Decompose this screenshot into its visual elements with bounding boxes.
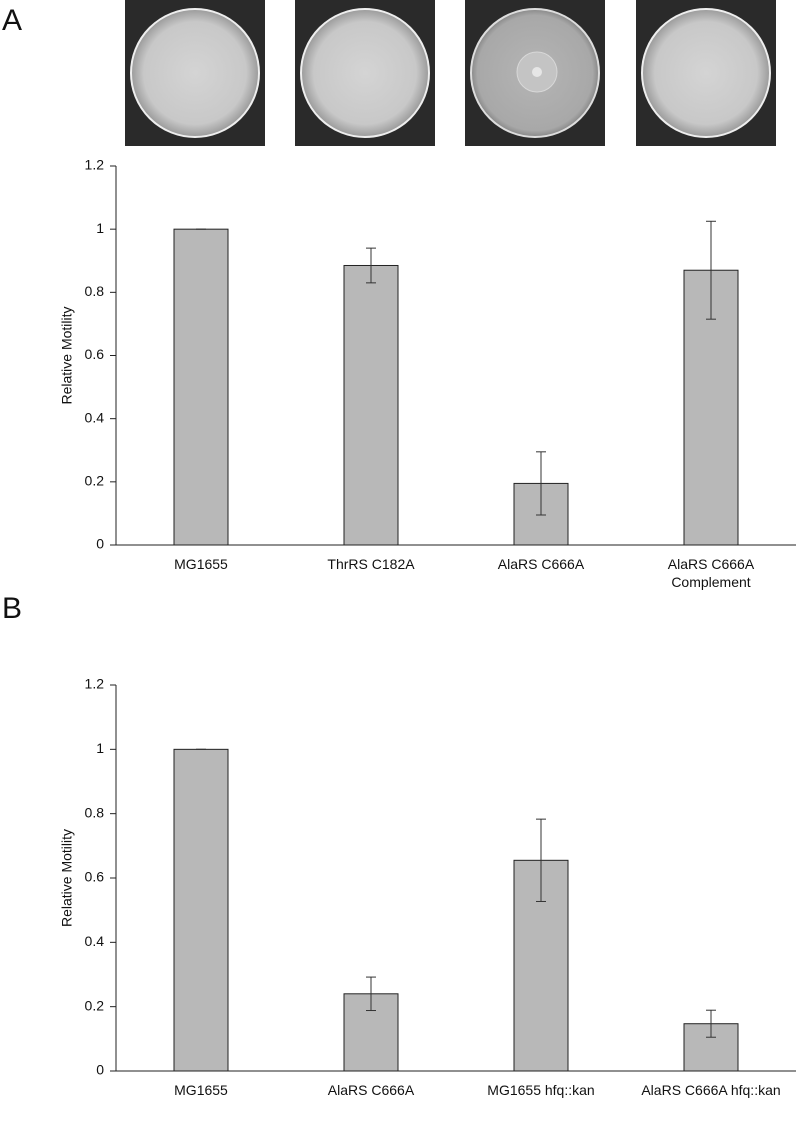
x-tick-label-box: MG1655 [174, 556, 228, 572]
y-axis-label: Relative Motility [59, 306, 75, 404]
y-tick-label: 0.6 [85, 346, 105, 362]
bar [173, 748, 229, 1072]
x-tick-label: AlaRS C666A [497, 556, 585, 572]
x-tick-label-box: AlaRS C666A [497, 556, 585, 572]
error-bar [706, 1009, 716, 1038]
y-axis-label: Relative Motility [59, 829, 75, 927]
x-tick-label: MG1655 [174, 1082, 228, 1098]
dish [300, 8, 430, 138]
x-tick-label-box: AlaRS C666A [327, 1082, 415, 1098]
y-tick-label: 1 [96, 740, 104, 756]
x-tick-label-box: ThrRS C182A [327, 556, 415, 572]
y-tick-label: 0 [96, 1062, 104, 1078]
y-tick-label: 1.2 [85, 157, 105, 173]
y-tick-label: 0 [96, 536, 104, 552]
error-bar [536, 818, 546, 902]
bar [343, 264, 399, 546]
panel-label: A [2, 4, 22, 37]
y-tick-label: 0.8 [85, 283, 105, 299]
bar [173, 228, 229, 546]
dish [130, 8, 260, 138]
x-tick-label: ThrRS C182A [327, 556, 415, 572]
y-tick-label: 0.6 [85, 869, 105, 885]
x-tick-label-box: AlaRS C666A Complement [667, 556, 755, 590]
error-bar [706, 220, 716, 320]
x-tick-label: AlaRS C666A Complement [667, 556, 755, 590]
x-tick-label: MG1655 hfq::kan [487, 1082, 595, 1098]
error-bar [366, 976, 376, 1012]
x-tick-label: AlaRS C666A hfq::kan [641, 1082, 781, 1098]
dish [641, 8, 771, 138]
petri-dish-images [125, 0, 776, 146]
x-tick-label-box: MG1655 [174, 1082, 228, 1098]
x-tick-label-box: AlaRS C666A hfq::kan [641, 1082, 781, 1098]
colony-center [532, 67, 542, 77]
x-tick-label: AlaRS C666A [327, 1082, 415, 1098]
x-tick-label-box: MG1655 hfq::kan [487, 1082, 595, 1098]
y-tick-label: 0.4 [85, 409, 105, 425]
y-tick-label: 0.8 [85, 804, 105, 820]
y-tick-label: 0.4 [85, 933, 105, 949]
x-tick-label: MG1655 [174, 556, 228, 572]
y-tick-label: 1.2 [85, 676, 105, 692]
panel-label: B [2, 592, 22, 625]
error-bar [366, 247, 376, 284]
y-tick-label: 0.2 [85, 473, 105, 489]
error-bar [536, 451, 546, 516]
y-tick-label: 1 [96, 220, 104, 236]
y-tick-label: 0.2 [85, 997, 105, 1013]
